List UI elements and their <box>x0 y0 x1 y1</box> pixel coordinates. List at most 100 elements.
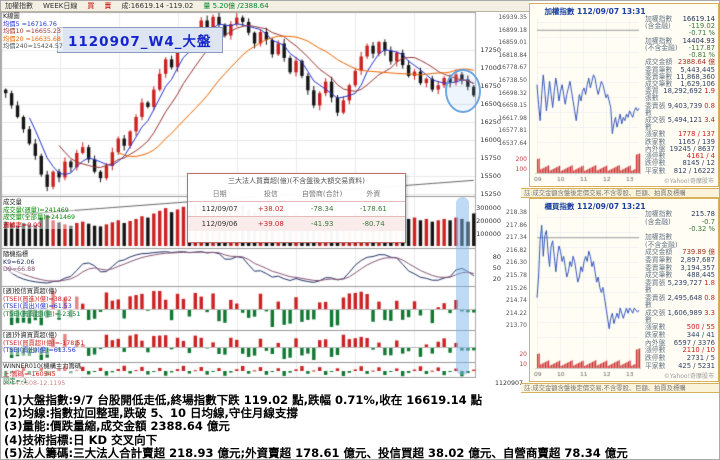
mini-y-label: 215.78 <box>506 272 527 279</box>
mini-vol-label: 10 <box>519 361 527 368</box>
stat-label: 成交張數 <box>645 308 666 324</box>
mini-y-label: 214.74 <box>506 297 527 305</box>
otc-intraday-canvas[interactable] <box>533 212 643 378</box>
stat-label: 委賣筆數 <box>645 263 673 272</box>
institutional-popup[interactable]: 三大法人買賣超(億)(不含盤後大額交易資料) 日期 投信 自營商(合計) 外資 … <box>187 173 406 243</box>
stat-row: 跌家數 1165 / 139 <box>645 137 715 146</box>
price-axis-label: 16000 <box>480 136 501 144</box>
stat-value: 3,194,357 <box>680 263 715 272</box>
sell-button[interactable]: 賣 <box>104 2 112 10</box>
popup-row-value: -80.74 <box>362 220 385 228</box>
stat-label: 跌家數 <box>645 137 666 146</box>
stat-row: 成交金額 2388.64 億 <box>645 59 715 66</box>
stat-label: 加權指數 <box>645 36 673 45</box>
stat-row: (不含金融) <box>645 241 715 249</box>
popup-row-value: +38.02 <box>257 205 284 213</box>
stat-value: 5,443,445 <box>680 65 715 74</box>
taiex-mini-y-axis: 16939.35 16899.18 16859.01 16818.84 16778.67… <box>497 15 527 183</box>
popup-row-date: 112/09/06 <box>201 220 238 228</box>
kd-axis-label: 80 <box>492 253 501 261</box>
stat-value: 500 / 55 <box>686 323 715 332</box>
chart-status-row: 2014.0608-12.1195 1120907 <box>3 380 523 389</box>
note-line-1: (1)大盤指數:9/7 台股開低走低,終場指數下跌 119.02 點,跌幅 0.… <box>4 393 483 407</box>
popup-row-value: -78.34 <box>310 205 334 213</box>
stat-label: 內外盤 <box>645 144 666 153</box>
stat-row: 漲家數 500 / 55 <box>645 324 715 331</box>
otc-mini-y-axis: 218.38 217.86 217.34 216.82 216.30 215.78 215.… <box>497 210 527 378</box>
stat-row: 內外盤 19245 / 8637 <box>645 144 715 153</box>
stat-row: 成交筆數 488,445 <box>645 272 715 279</box>
stat-row: 漲家數 1778 / 137 <box>645 131 715 138</box>
stat-row: 委買筆數 5,443,445 <box>645 65 715 74</box>
popup-data-row: 112/09/06 +39.08 -41.93 -80.74 <box>188 216 405 231</box>
taiex-intraday-panel: 加權指數 112/09/07 13:31 加權指數 16619.14 (含金融) -1… <box>529 3 719 187</box>
stat-value: -0.7 <box>701 217 715 226</box>
stat-row: 委買張數 5,239,727 1.8 <box>645 278 715 295</box>
otc-intraday-panel: 櫃買指數 112/09/07 13:21 加權指數 215.78 (含金融) -0.7… <box>529 198 719 382</box>
stat-row: 委買張數 18,292,692 1.9 <box>645 87 715 103</box>
popup-col-foreign: 外資 <box>366 190 381 198</box>
stat-value: 425 / 5231 <box>678 361 715 370</box>
stat-label: 跌家數 <box>645 331 666 340</box>
stat-row: 跌停數 8145 / 12 <box>645 160 715 167</box>
stat-value: 8145 / 12 <box>682 159 715 168</box>
trade-info: 成:16619.14 -119.02 <box>121 2 194 10</box>
stat-row: 委賣張數 9,403,739 0.8 <box>645 102 715 117</box>
mini-y-label: 16939.35 <box>498 14 527 21</box>
mini-y-label: 16818.84 <box>498 51 527 59</box>
mini-vol-label: 100 <box>515 166 527 173</box>
stat-row: -0.32 % <box>645 226 715 233</box>
mini-vol-label: 20 <box>519 351 527 358</box>
volume-axis-label: 100000 <box>476 230 501 238</box>
stat-value: 1778 / 137 <box>678 130 715 139</box>
stat-label: 漲家數 <box>645 130 666 139</box>
price-axis-label: 15750 <box>480 154 501 162</box>
price-axis-label: 16750 <box>480 82 501 90</box>
stat-label: 成交金額 <box>645 248 673 257</box>
status-right: 1120907 <box>494 380 523 387</box>
stat-label: 加權指數 <box>645 15 673 23</box>
stat-label: 漲停數 <box>645 152 666 161</box>
stat-row: 加權指數 16619.14 <box>645 15 715 23</box>
period-selector[interactable]: WEEK日線 <box>43 2 78 10</box>
stat-label: 漲家數 <box>645 323 666 332</box>
stat-label: 平家數 <box>645 361 666 370</box>
mini-y-label: 217.34 <box>506 234 527 242</box>
stat-label: 委買張數 <box>645 278 666 295</box>
stat-value: 1165 / 139 <box>678 137 715 146</box>
disclaimer-bar-top: 註:成交金額含盤後定價交易,不含零股、巨額、拍賣及標購 <box>521 188 719 198</box>
stat-value: 1,606,989 3.3 <box>667 308 715 317</box>
buy-button[interactable]: 買 <box>87 2 95 10</box>
stat-value: 2731 / 5 <box>686 354 715 363</box>
volume-axis-label: 300000 <box>476 204 501 212</box>
stat-value: 5,239,727 1.8 <box>667 278 715 287</box>
popup-data-row: 112/09/07 +38.02 -78.34 -178.61 <box>188 201 405 216</box>
mini-y-label: 16899.18 <box>498 26 527 34</box>
volume-info: 量 5.20億 /2388.64 <box>203 2 269 10</box>
note-line-2: (2)均線:指數拉回整理,跌破 5、10 日均線,守住月線支撐 <box>4 406 298 421</box>
stat-row: 委賣筆數 3,194,357 <box>645 263 715 272</box>
stat-value: 11,868,360 <box>676 72 715 81</box>
volume-axis-label: 200000 <box>476 217 501 225</box>
stat-label: 委買張數 <box>645 87 659 103</box>
stat-row: 加權指數 14404.93 <box>645 36 715 45</box>
popup-col-date: 日期 <box>212 190 227 198</box>
taiex-intraday-canvas[interactable] <box>533 17 643 183</box>
stat-row: 成交金額 739.89 億 <box>645 249 715 256</box>
stat-value: -117.87 <box>688 43 715 52</box>
stat-value: 5,494,121 3.4 <box>667 116 715 125</box>
kd-axis-label: 20 <box>492 275 501 283</box>
stat-row: 成交筆數 1,629,106 <box>645 79 715 88</box>
stat-row: 平家數 812 / 16222 <box>645 167 715 175</box>
stat-row: (含金融) -119.02 <box>645 23 715 30</box>
stat-row: (不含金融) -117.87 <box>645 43 715 52</box>
popup-title: 三大法人買賣超(億)(不含盤後大額交易資料) <box>228 177 365 185</box>
stat-label: 成交筆數 <box>645 79 673 88</box>
mini-y-label: 215.26 <box>506 284 527 292</box>
mini-y-label: 216.82 <box>506 246 527 254</box>
stat-row: 加權指數 215.78 <box>645 210 715 218</box>
popup-header-row: 日期 投信 自營商(合計) 外資 <box>188 186 405 201</box>
kd-axis-label: 50 <box>492 264 501 272</box>
stat-value: -0.71 % <box>688 29 715 38</box>
